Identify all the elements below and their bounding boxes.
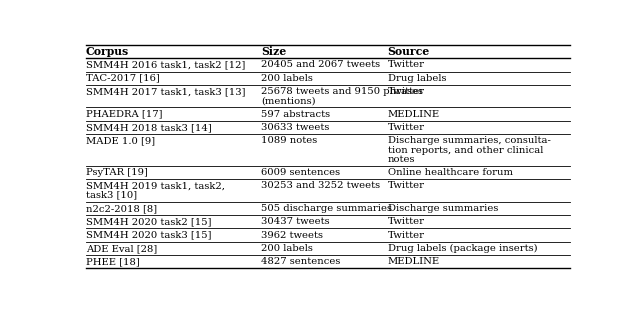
Text: PsyTAR [19]: PsyTAR [19]: [86, 168, 148, 177]
Text: ADE Eval [28]: ADE Eval [28]: [86, 244, 157, 253]
Text: n2c2-2018 [8]: n2c2-2018 [8]: [86, 204, 157, 213]
Text: 597 abstracts: 597 abstracts: [261, 110, 330, 119]
Text: SMM4H 2018 task3 [14]: SMM4H 2018 task3 [14]: [86, 123, 212, 132]
Text: 30633 tweets: 30633 tweets: [261, 123, 330, 132]
Text: Drug labels: Drug labels: [388, 74, 446, 83]
Text: tion reports, and other clinical: tion reports, and other clinical: [388, 145, 543, 154]
Text: task3 [10]: task3 [10]: [86, 191, 137, 200]
Text: Twitter: Twitter: [388, 60, 424, 69]
Text: 200 labels: 200 labels: [261, 244, 313, 253]
Text: Twitter: Twitter: [388, 231, 424, 240]
Text: 30437 tweets: 30437 tweets: [261, 217, 330, 226]
Text: SMM4H 2020 task3 [15]: SMM4H 2020 task3 [15]: [86, 231, 211, 240]
Text: Size: Size: [261, 46, 286, 57]
Text: SMM4H 2016 task1, task2 [12]: SMM4H 2016 task1, task2 [12]: [86, 60, 245, 69]
Text: 505 discharge summaries: 505 discharge summaries: [261, 204, 392, 213]
Text: SMM4H 2019 task1, task2,: SMM4H 2019 task1, task2,: [86, 181, 225, 190]
Text: 1089 notes: 1089 notes: [261, 136, 317, 145]
Text: Corpus: Corpus: [86, 46, 129, 57]
Text: SMM4H 2017 task1, task3 [13]: SMM4H 2017 task1, task3 [13]: [86, 87, 246, 96]
Text: 30253 and 3252 tweets: 30253 and 3252 tweets: [261, 181, 380, 190]
Text: Drug labels (package inserts): Drug labels (package inserts): [388, 244, 537, 253]
Text: PHEE [18]: PHEE [18]: [86, 257, 140, 266]
Text: MADE 1.0 [9]: MADE 1.0 [9]: [86, 136, 155, 145]
Text: Twitter: Twitter: [388, 87, 424, 96]
Text: (mentions): (mentions): [261, 96, 316, 105]
Text: PHAEDRA [17]: PHAEDRA [17]: [86, 110, 163, 119]
Text: Online healthcare forum: Online healthcare forum: [388, 168, 513, 177]
Text: Discharge summaries, consulta-: Discharge summaries, consulta-: [388, 136, 550, 145]
Text: MEDLINE: MEDLINE: [388, 257, 440, 266]
Text: 4827 sentences: 4827 sentences: [261, 257, 340, 266]
Text: Twitter: Twitter: [388, 217, 424, 226]
Text: SMM4H 2020 task2 [15]: SMM4H 2020 task2 [15]: [86, 217, 211, 226]
Text: MEDLINE: MEDLINE: [388, 110, 440, 119]
Text: notes: notes: [388, 155, 415, 164]
Text: TAC-2017 [16]: TAC-2017 [16]: [86, 74, 160, 83]
Text: Twitter: Twitter: [388, 181, 424, 190]
Text: Discharge summaries: Discharge summaries: [388, 204, 498, 213]
Text: 200 labels: 200 labels: [261, 74, 313, 83]
Text: 6009 sentences: 6009 sentences: [261, 168, 340, 177]
Text: Twitter: Twitter: [388, 123, 424, 132]
Text: Source: Source: [388, 46, 430, 57]
Text: 20405 and 2067 tweets: 20405 and 2067 tweets: [261, 60, 380, 69]
Text: 3962 tweets: 3962 tweets: [261, 231, 323, 240]
Text: 25678 tweets and 9150 phrases: 25678 tweets and 9150 phrases: [261, 87, 423, 96]
